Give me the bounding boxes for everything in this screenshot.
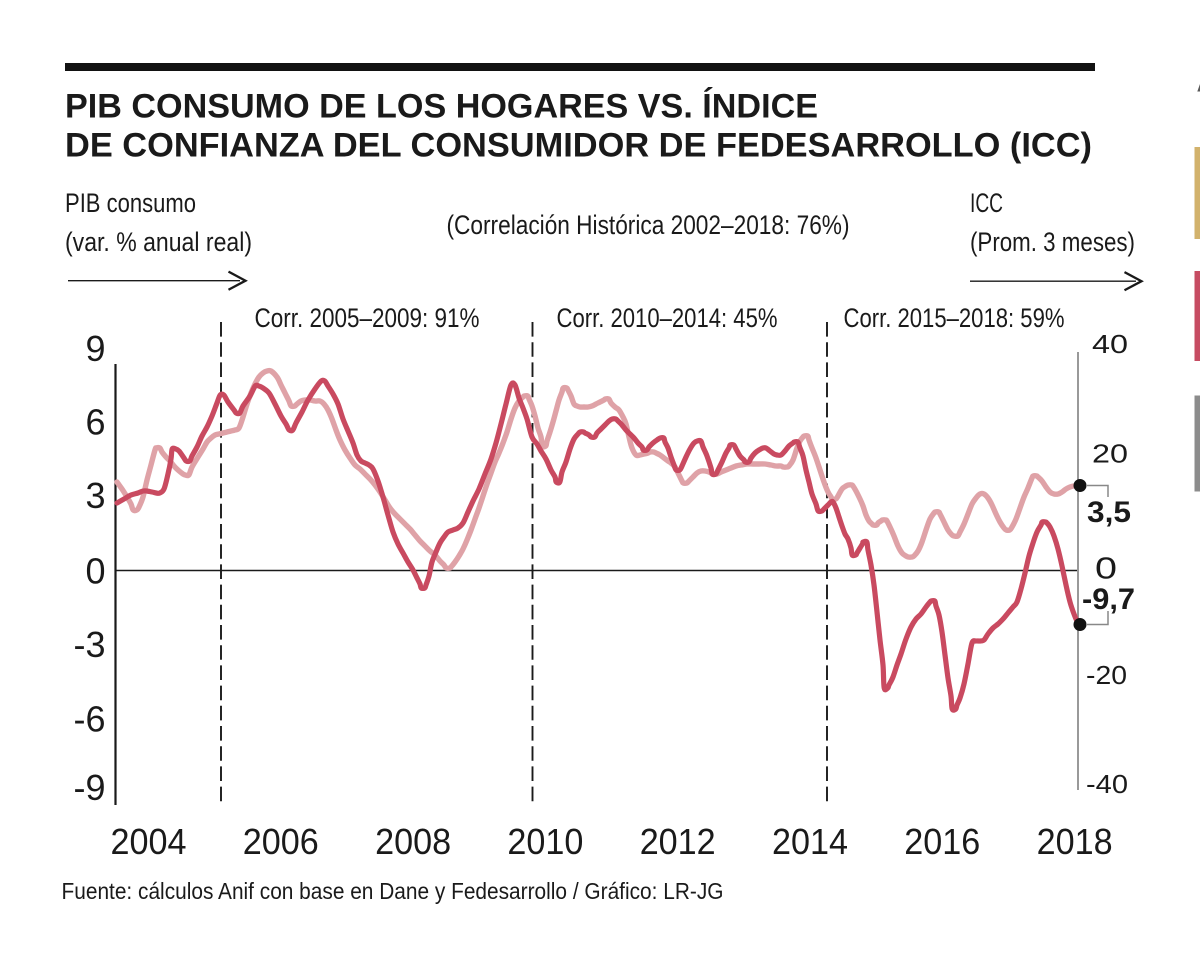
svg-text:2016: 2016 — [904, 821, 980, 862]
svg-text:-20: -20 — [1086, 660, 1127, 690]
svg-text:40: 40 — [1092, 329, 1128, 359]
svg-text:-9,7: -9,7 — [1082, 583, 1135, 616]
svg-text:2006: 2006 — [243, 821, 319, 862]
svg-text:Corr. 2015–2018: 59%: Corr. 2015–2018: 59% — [844, 303, 1065, 333]
svg-text:ICC: ICC — [970, 188, 1003, 218]
svg-text:2008: 2008 — [375, 821, 451, 862]
svg-text:(Correlación Histórica 2002–20: (Correlación Histórica 2002–2018: 76%) — [447, 210, 850, 240]
svg-text:PIB CONSUMO DE LOS HOGARES VS.: PIB CONSUMO DE LOS HOGARES VS. ÍNDICE — [65, 86, 818, 126]
svg-text:Fuente: cálculos Anif con base: Fuente: cálculos Anif con base en Dane y… — [62, 878, 724, 904]
svg-text:3: 3 — [85, 475, 105, 516]
svg-text:(var. % anual real): (var. % anual real) — [65, 227, 252, 257]
svg-text:-40: -40 — [1086, 769, 1128, 799]
svg-text:2004: 2004 — [111, 821, 187, 862]
svg-text:2014: 2014 — [772, 821, 848, 862]
svg-text:0: 0 — [85, 551, 105, 592]
svg-text:9: 9 — [85, 328, 105, 369]
svg-text:Corr. 2010–2014: 45%: Corr. 2010–2014: 45% — [557, 303, 778, 333]
svg-text:(Prom. 3 meses): (Prom. 3 meses) — [970, 227, 1135, 257]
svg-text:DE CONFIANZA DEL CONSUMIDOR DE: DE CONFIANZA DEL CONSUMIDOR DE FEDESARRO… — [65, 127, 1092, 165]
svg-text:Corr. 2005–2009: 91%: Corr. 2005–2009: 91% — [255, 303, 480, 333]
svg-text:6: 6 — [85, 402, 105, 443]
svg-text:-3: -3 — [73, 624, 105, 665]
svg-text:-9: -9 — [73, 767, 105, 808]
svg-text:2018: 2018 — [1037, 821, 1113, 862]
svg-text:2010: 2010 — [507, 821, 583, 862]
svg-text:2012: 2012 — [640, 821, 716, 862]
svg-text:-6: -6 — [73, 699, 105, 740]
svg-text:PIB consumo: PIB consumo — [65, 188, 196, 218]
svg-text:0: 0 — [1095, 551, 1117, 586]
svg-text:3,5: 3,5 — [1087, 496, 1131, 529]
svg-text:20: 20 — [1092, 439, 1128, 469]
